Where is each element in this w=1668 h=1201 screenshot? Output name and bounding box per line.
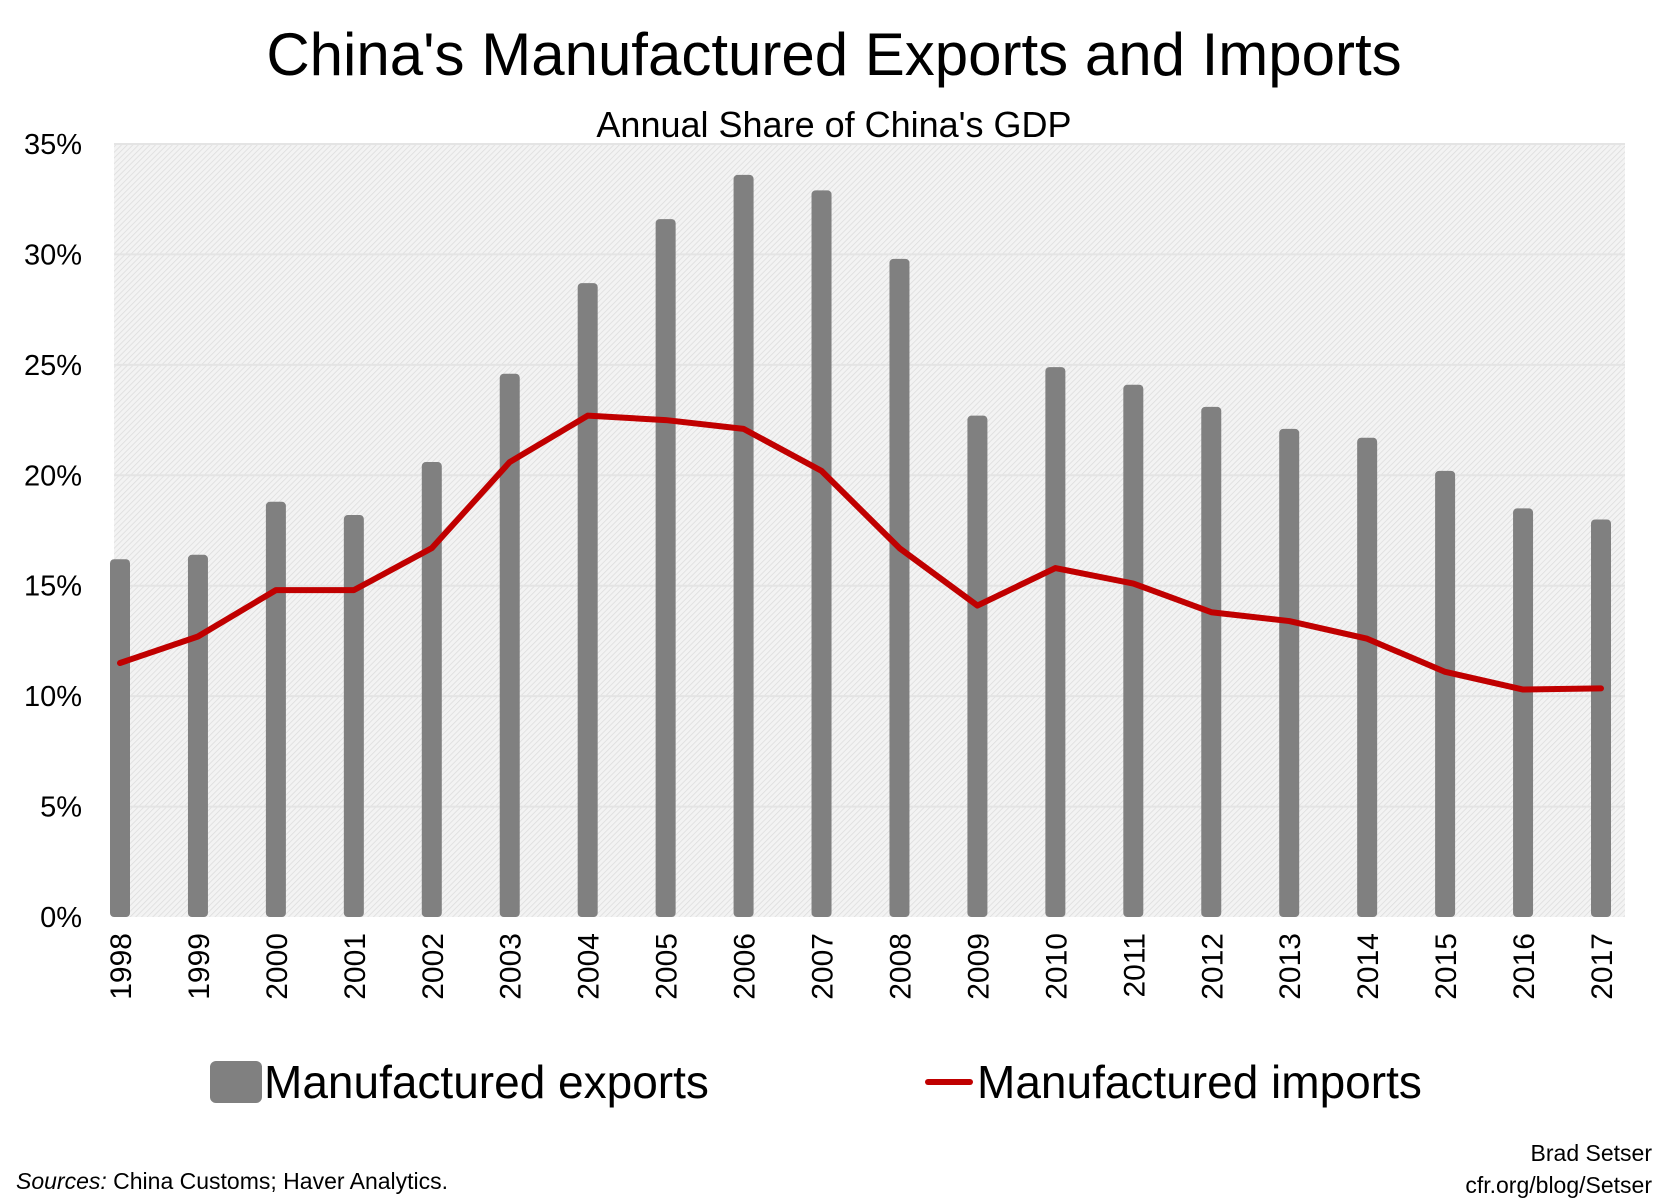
x-tick-label: 2013 bbox=[1274, 933, 1307, 1000]
bar-exports-2017 bbox=[1591, 519, 1611, 917]
x-tick-label: 2006 bbox=[729, 933, 762, 1000]
bar-exports-2009 bbox=[967, 416, 987, 917]
y-tick-label: 35% bbox=[24, 129, 82, 161]
bar-exports-2001 bbox=[344, 515, 364, 917]
bar-exports-2006 bbox=[734, 175, 754, 917]
x-tick-label: 2005 bbox=[651, 933, 684, 1000]
y-tick-label: 0% bbox=[40, 902, 82, 934]
bar-exports-1999 bbox=[188, 555, 208, 917]
x-tick-label: 2009 bbox=[962, 933, 995, 1000]
legend-swatch-bar bbox=[210, 1061, 262, 1103]
bar-exports-1998 bbox=[110, 559, 130, 917]
bar-exports-2004 bbox=[578, 283, 598, 917]
x-tick-label: 2004 bbox=[573, 933, 606, 1000]
sources-note: Sources: China Customs; Haver Analytics. bbox=[16, 1168, 448, 1195]
x-tick-label: 2016 bbox=[1508, 933, 1541, 1000]
bar-exports-2013 bbox=[1279, 429, 1299, 917]
x-tick-label: 2002 bbox=[417, 933, 450, 1000]
plot-area bbox=[114, 144, 1625, 917]
x-tick-label: 1998 bbox=[105, 933, 138, 1000]
bar-exports-2010 bbox=[1045, 367, 1065, 917]
sources-label: Sources: bbox=[16, 1168, 107, 1194]
legend-swatch-line bbox=[925, 1079, 973, 1085]
y-tick-label: 10% bbox=[24, 681, 82, 713]
bar-exports-2002 bbox=[422, 462, 442, 917]
y-tick-label: 15% bbox=[24, 571, 82, 603]
x-tick-label: 2007 bbox=[807, 933, 840, 1000]
x-tick-label: 2000 bbox=[261, 933, 294, 1000]
author-credit: Brad Setser cfr.org/blog/Setser bbox=[1465, 1137, 1652, 1201]
author-name: Brad Setser bbox=[1465, 1137, 1652, 1169]
x-tick-label: 1999 bbox=[183, 933, 216, 1000]
bar-exports-2008 bbox=[889, 259, 909, 917]
bar-exports-2007 bbox=[812, 190, 832, 917]
bar-exports-2016 bbox=[1513, 508, 1533, 917]
y-tick-label: 25% bbox=[24, 350, 82, 382]
x-tick-label: 2010 bbox=[1040, 933, 1073, 1000]
bar-exports-2005 bbox=[656, 219, 676, 917]
x-tick-label: 2015 bbox=[1430, 933, 1463, 1000]
bar-exports-2012 bbox=[1201, 407, 1221, 917]
x-tick-label: 2003 bbox=[495, 933, 528, 1000]
y-tick-label: 5% bbox=[40, 792, 82, 824]
x-tick-label: 2001 bbox=[339, 933, 372, 1000]
x-tick-label: 2012 bbox=[1196, 933, 1229, 1000]
bar-exports-2015 bbox=[1435, 471, 1455, 917]
bar-exports-2014 bbox=[1357, 438, 1377, 917]
legend-label-imports: Manufactured imports bbox=[977, 1055, 1422, 1109]
x-tick-label: 2008 bbox=[884, 933, 917, 1000]
y-tick-label: 20% bbox=[24, 460, 82, 492]
legend-label-exports: Manufactured exports bbox=[264, 1055, 709, 1109]
bar-exports-2011 bbox=[1123, 385, 1143, 917]
y-tick-label: 30% bbox=[24, 239, 82, 271]
x-tick-label: 2017 bbox=[1586, 933, 1619, 1000]
legend-item-exports: Manufactured exports bbox=[210, 1055, 709, 1109]
author-url: cfr.org/blog/Setser bbox=[1465, 1169, 1652, 1201]
sources-text: China Customs; Haver Analytics. bbox=[107, 1168, 448, 1194]
bar-exports-2000 bbox=[266, 502, 286, 917]
x-tick-label: 2014 bbox=[1352, 933, 1385, 1000]
legend-item-imports: Manufactured imports bbox=[925, 1055, 1422, 1109]
x-tick-label: 2011 bbox=[1118, 933, 1151, 998]
